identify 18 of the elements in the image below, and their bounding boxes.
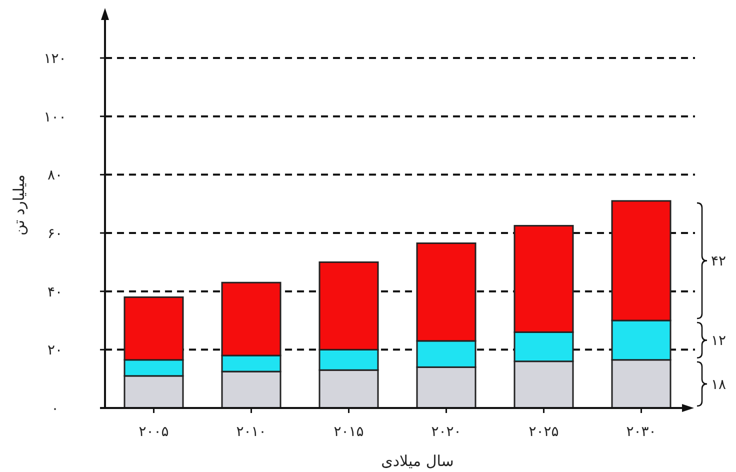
y-tick-label: ۱۰۰	[44, 109, 66, 126]
x-tick-label: ۲۰۲۵	[528, 424, 559, 440]
x-tick-label: ۲۰۱۰	[236, 424, 266, 440]
y-tick-label: ۱۲۰	[44, 51, 66, 67]
y-tick-label: ۶۰	[47, 226, 63, 242]
y-tick-label: ۰	[51, 401, 59, 417]
y-tick-label: ۴۰	[47, 284, 63, 300]
x-axis-title: سال میلادی	[381, 452, 454, 470]
y-tick-label: ۲۰	[47, 342, 63, 359]
y-tick-label: ۸۰	[47, 168, 63, 184]
x-tick-label: ۲۰۱۵	[334, 424, 364, 440]
x-tick-label: ۲۰۲۰	[431, 424, 462, 440]
text: ۱۸	[711, 376, 727, 393]
x-tick-label: ۲۰۰۵	[138, 424, 169, 440]
text: ۱۲	[711, 333, 726, 350]
y-axis-title: میلیارد تن	[10, 174, 28, 236]
text: ۴۲	[711, 254, 726, 270]
x-tick-label: ۲۰۳۰	[626, 424, 656, 440]
